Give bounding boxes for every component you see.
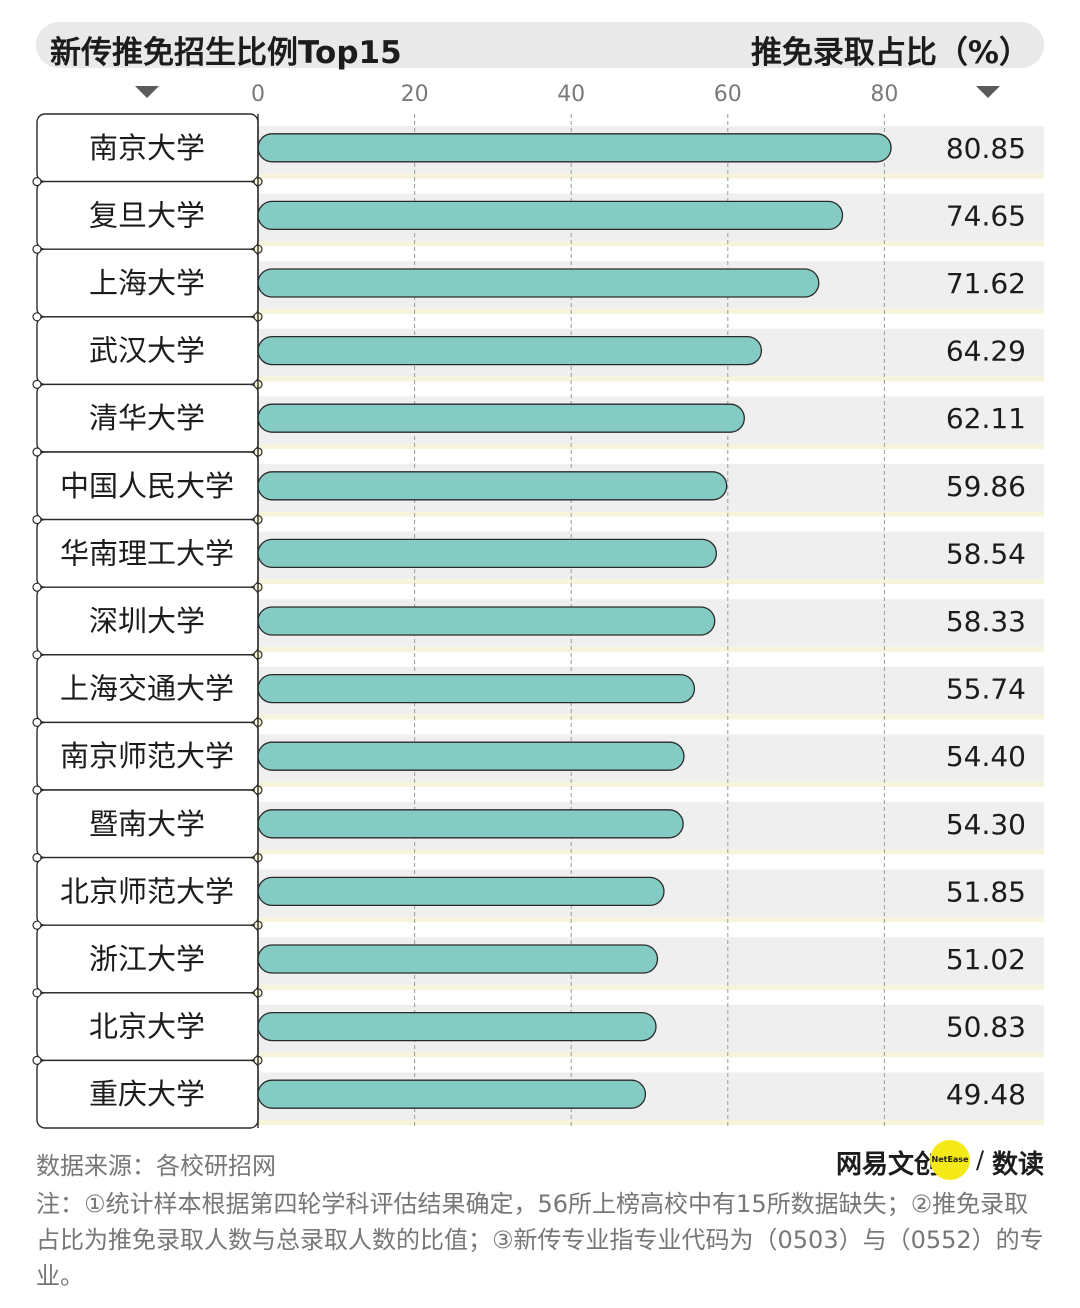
name-column-arrow-icon (135, 86, 159, 98)
row-separator (258, 511, 1044, 517)
bar-chart: 0 20 40 60 80 南京大学 80.85 复旦大学 74.65 上海大学 71.62 武汉大学… (32, 82, 1044, 1129)
value-label: 54.30 (946, 808, 1026, 841)
bar (257, 809, 684, 839)
row-separator (258, 1120, 1044, 1125)
category-label: 华南理工大学 (60, 536, 234, 570)
row-separator (258, 917, 1044, 923)
bar (257, 538, 718, 569)
category-label: 暨南大学 (89, 807, 205, 841)
row-notch (32, 312, 42, 322)
bar (257, 1079, 647, 1109)
value-label: 74.65 (946, 199, 1026, 232)
value-column-arrow-icon (976, 86, 1000, 98)
row-separator (258, 173, 1044, 179)
value-label: 58.33 (946, 605, 1026, 638)
value-label: 71.62 (946, 267, 1026, 300)
row-notch (32, 785, 42, 795)
category-label: 中国人民大学 (60, 469, 234, 503)
logo-sub-text: 数读 (992, 1150, 1045, 1180)
row-notch (32, 244, 42, 254)
x-tick-label: 20 (401, 82, 429, 107)
category-label: 北京师范大学 (60, 874, 234, 908)
category-label: 清华大学 (89, 401, 205, 435)
bar (257, 133, 892, 163)
value-label: 58.54 (946, 537, 1026, 570)
row-separator (258, 849, 1044, 855)
category-label: 北京大学 (89, 1010, 205, 1044)
value-label: 55.74 (946, 673, 1026, 706)
row-notch (32, 447, 42, 457)
row-separator (258, 714, 1044, 720)
bar (257, 673, 696, 704)
logo-dot: NetEase (930, 1140, 970, 1180)
row-notch (32, 514, 42, 525)
bar (257, 268, 820, 298)
bar (257, 944, 659, 974)
row-separator (258, 241, 1044, 247)
row-notch (32, 650, 42, 660)
row-notch (32, 177, 42, 187)
row-separator (258, 646, 1044, 652)
data-source: 数据来源：各校研招网 (36, 1152, 276, 1180)
bar (257, 471, 728, 501)
category-label: 上海大学 (89, 266, 205, 300)
row-separator (258, 308, 1044, 314)
row-separator (258, 444, 1044, 449)
x-tick-label: 0 (251, 82, 265, 107)
bar (257, 200, 844, 231)
bar (257, 741, 685, 771)
netease-logo: 网易文创 NetEase / 数读 (836, 1140, 1046, 1180)
chart-title: 新传推免招生比例Top15 (50, 35, 402, 71)
x-tick-label: 80 (870, 82, 898, 107)
row-notch (32, 988, 42, 998)
row-notch (32, 1055, 42, 1066)
bar (257, 606, 716, 636)
x-tick-label: 60 (714, 82, 742, 107)
category-label: 南京师范大学 (60, 739, 234, 773)
row-separator (258, 782, 1044, 787)
bar (257, 1011, 657, 1042)
value-label: 62.11 (946, 402, 1026, 435)
value-label: 80.85 (946, 132, 1026, 165)
row-separator (258, 579, 1044, 585)
logo-main-text: 网易文创 (836, 1150, 941, 1180)
bar (257, 335, 763, 366)
row-notch (32, 582, 42, 592)
unit-label: 推免录取占比（%） (750, 35, 1030, 71)
row-notch (32, 379, 42, 389)
category-label: 上海交通大学 (60, 672, 234, 706)
row-notch (32, 717, 42, 728)
value-label: 54.40 (946, 740, 1026, 773)
category-label: 深圳大学 (89, 604, 205, 638)
value-label: 51.02 (946, 943, 1026, 976)
category-label: 武汉大学 (89, 334, 205, 368)
category-label: 浙江大学 (89, 942, 205, 976)
row-notch (32, 852, 42, 863)
title-bar: 新传推免招生比例Top15 推免录取占比（%） (36, 22, 1044, 71)
category-label: 复旦大学 (89, 198, 205, 232)
value-label: 51.85 (946, 875, 1026, 908)
bar (257, 403, 745, 433)
category-label: 南京大学 (89, 131, 205, 165)
value-label: 59.86 (946, 470, 1026, 503)
row-separator (258, 376, 1044, 382)
logo-slash: / (976, 1146, 985, 1174)
value-label: 64.29 (946, 335, 1026, 368)
row-notch (32, 920, 42, 930)
footnotes: 注：①统计样本根据第四轮学科评估结果确定，56所上榜高校中有15所数据缺失；②推… (36, 1190, 1044, 1290)
row-separator (258, 1052, 1044, 1058)
value-label: 50.83 (946, 1011, 1026, 1044)
bar (257, 876, 665, 907)
category-label: 重庆大学 (89, 1077, 205, 1111)
value-label: 49.48 (946, 1078, 1026, 1111)
row-separator (258, 984, 1044, 990)
x-tick-label: 40 (557, 82, 585, 107)
